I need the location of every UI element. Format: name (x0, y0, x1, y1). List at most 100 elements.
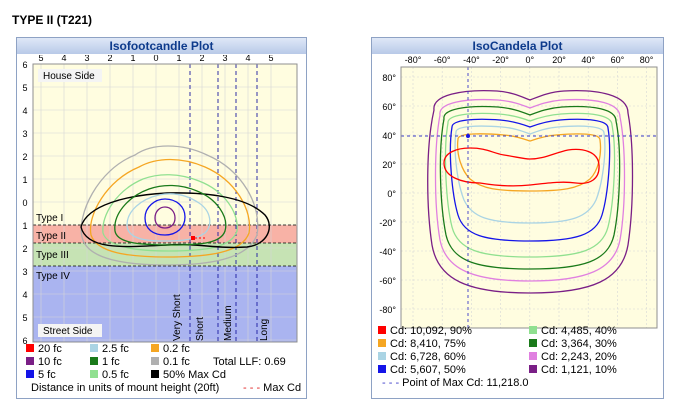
contour-2.5fc (126, 193, 211, 242)
type-iii-label: Type III (36, 250, 69, 261)
legend-label: 1 fc (102, 356, 120, 368)
distance-boundaries (189, 64, 258, 342)
max-cd-legend: - - - Max Cd (243, 382, 301, 394)
legend-label: Cd: 1,121, 10% (541, 364, 617, 376)
x-tick-label: 5 (268, 55, 273, 63)
type-ii-label: Type II (36, 231, 66, 242)
y-tick-label: -80° (379, 305, 396, 315)
legend-item-60pct: Cd: 6,728, 60% (378, 351, 466, 363)
contour-90pct (443, 147, 600, 187)
legend-item-0.1fc: 0.1 fc (151, 356, 190, 368)
x-tick-label: 3 (222, 55, 227, 63)
legend-swatch (529, 352, 537, 360)
x-tick-label: 4 (245, 55, 250, 63)
max-cd-marker (191, 236, 195, 240)
legend-label: Cd: 3,364, 30% (541, 338, 617, 350)
medium-label: Medium (223, 305, 234, 341)
legend-label: Cd: 5,607, 50% (390, 364, 466, 376)
y-tick-label: 3 (22, 267, 27, 277)
isofootcandle-contours (80, 145, 270, 266)
max-point-dash-icon: - - - (382, 377, 400, 389)
y-tick-label: -40° (379, 247, 396, 257)
max-cd-label: Max Cd (263, 382, 302, 394)
legend-swatch (26, 357, 34, 365)
legend-swatch (378, 365, 386, 373)
y-tick-label: 6 (22, 60, 27, 70)
contour-5fc (144, 198, 186, 236)
legend-item-10pct: Cd: 1,121, 10% (529, 364, 617, 376)
street-side-box (38, 324, 102, 337)
y-tick-label: -60° (379, 276, 396, 286)
x-tick-label: 20° (552, 55, 566, 65)
x-tick-label: -60° (434, 55, 451, 65)
legend-item-10fc: 10 fc (26, 356, 62, 368)
y-tick-label: 5 (22, 313, 27, 323)
legend-swatch (529, 326, 537, 334)
contour-1fc (114, 184, 227, 246)
y-tick-label: 4 (22, 106, 27, 116)
contour-30pct (439, 105, 621, 270)
isocandela-plot: -80° -60° -40° -20° 0° 20° 40° 60° 80° 80° 60° 40°… (379, 55, 658, 329)
legend-item-75pct: Cd: 8,410, 75% (378, 338, 466, 350)
very-short-label: Very Short (172, 294, 183, 341)
house-side-label: House Side (43, 71, 95, 82)
contour-20pct (434, 98, 626, 282)
y-tick-label: -20° (379, 218, 396, 228)
legend-item-5fc: 5 fc (26, 369, 56, 381)
legend-swatch (378, 326, 386, 334)
legend-item-90pct: Cd: 10,092, 90% (378, 325, 472, 337)
x-tick-label: 0 (153, 55, 158, 63)
legend-label: 10 fc (38, 356, 62, 368)
y-axis-ticks: 80° 60° 40° 20° 0° -20° -40° -60° -80° (379, 73, 396, 315)
isofootcandle-title: Isofootcandle Plot (17, 38, 306, 54)
legend-item-2.5fc: 2.5 fc (90, 343, 129, 355)
y-tick-label: 2 (22, 244, 27, 254)
y-tick-label: 4 (22, 290, 27, 300)
contour-50pct (449, 118, 611, 242)
plot-background (401, 67, 657, 328)
legend-swatch (529, 339, 537, 347)
legend-item-1fc: 1 fc (90, 356, 120, 368)
contour-10pct (427, 89, 634, 294)
x-tick-label: -40° (463, 55, 480, 65)
y-tick-label: 0° (387, 189, 396, 199)
legend-label: Cd: 2,243, 20% (541, 351, 617, 363)
total-llf: Total LLF: 0.69 (213, 356, 286, 368)
legend-label: Cd: 10,092, 90% (390, 325, 472, 337)
contour-75pct (456, 133, 602, 192)
street-side-label: Street Side (43, 326, 93, 337)
y-tick-label: 6 (22, 336, 27, 346)
type-iv-label: Type IV (36, 271, 70, 282)
contour-10fc (154, 206, 176, 229)
x-tick-label: -20° (492, 55, 509, 65)
type-ii-band (33, 225, 297, 243)
legend-swatch (26, 370, 34, 378)
x-tick-label: 5 (38, 55, 43, 63)
x-tick-label: 1 (176, 55, 181, 63)
legend-label: 20 fc (38, 343, 62, 355)
legend-item-50pct-max-cd: 50% Max Cd (151, 369, 226, 381)
y-tick-label: 2 (22, 152, 27, 162)
y-axis-ticks: 6 5 4 3 2 1 0 1 2 3 4 5 6 (22, 60, 27, 346)
legend-label: Cd: 4,485, 40% (541, 325, 617, 337)
max-cd-dash-icon: - - - (243, 382, 261, 394)
legend-swatch (90, 357, 98, 365)
legend-swatch (26, 344, 34, 352)
x-tick-label: 2 (107, 55, 112, 63)
legend-label: 0.1 fc (163, 356, 190, 368)
legend-item-20pct: Cd: 2,243, 20% (529, 351, 617, 363)
legend-label: 0.2 fc (163, 343, 190, 355)
legend-swatch (90, 370, 98, 378)
isocandela-contours (427, 89, 634, 294)
y-tick-label: 20° (382, 160, 396, 170)
legend-label: 5 fc (38, 369, 56, 381)
max-point-marker (466, 134, 470, 138)
contour-60pct (454, 125, 606, 224)
plot-gridlines (401, 67, 657, 328)
x-tick-label: 3 (84, 55, 89, 63)
legend-swatch (90, 344, 98, 352)
legend-item-0.5fc: 0.5 fc (90, 369, 129, 381)
legend-item-50pct: Cd: 5,607, 50% (378, 364, 466, 376)
y-tick-label: 0 (22, 198, 27, 208)
contour-50pct-max-cd (80, 192, 270, 249)
